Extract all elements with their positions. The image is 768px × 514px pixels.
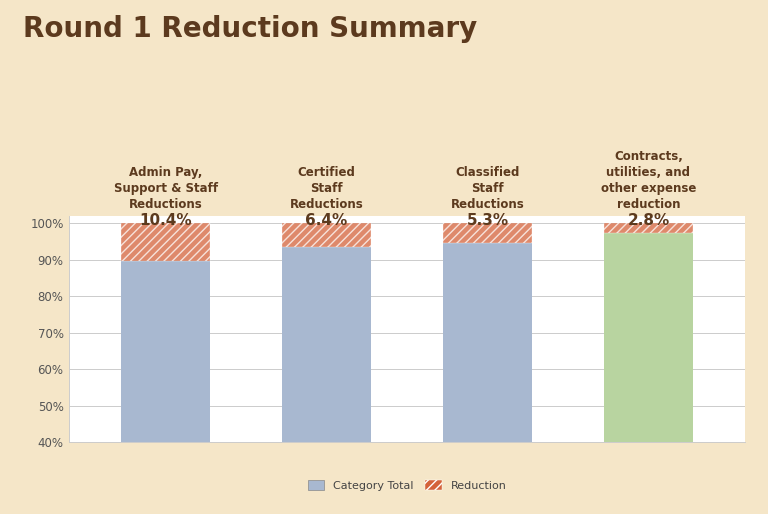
Bar — [604, 233, 693, 442]
Text: Admin Pay,
Support & Staff
Reductions: Admin Pay, Support & Staff Reductions — [114, 166, 218, 211]
Text: Certified
Staff
Reductions: Certified Staff Reductions — [290, 166, 363, 211]
Bar — [121, 223, 210, 261]
Bar — [604, 223, 693, 233]
Text: 6.4%: 6.4% — [306, 213, 348, 228]
Text: Round 1 Reduction Summary: Round 1 Reduction Summary — [23, 15, 477, 43]
Bar — [283, 223, 371, 247]
Bar — [443, 243, 531, 442]
Bar — [443, 223, 531, 243]
Text: Classified
Staff
Reductions: Classified Staff Reductions — [451, 166, 525, 211]
Bar — [121, 261, 210, 442]
Legend: Category Total, Reduction: Category Total, Reduction — [303, 476, 511, 495]
Bar — [283, 247, 371, 442]
Text: Contracts,
utilities, and
other expense
reduction: Contracts, utilities, and other expense … — [601, 150, 696, 211]
Text: 2.8%: 2.8% — [627, 213, 670, 228]
Text: 10.4%: 10.4% — [139, 213, 192, 228]
Text: 5.3%: 5.3% — [466, 213, 508, 228]
